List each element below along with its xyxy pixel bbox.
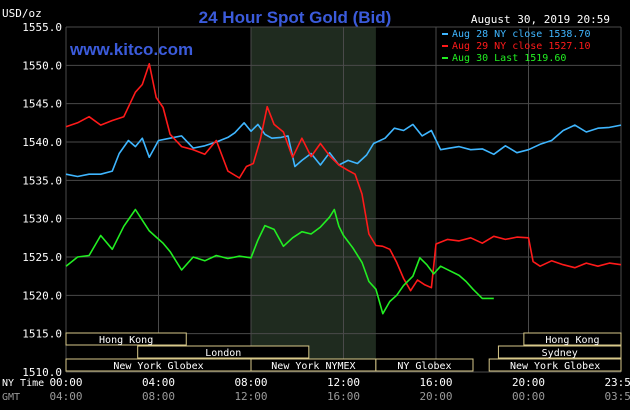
session-label: Hong Kong (545, 335, 599, 346)
x-tick-label-ny: 12:00 (327, 376, 360, 389)
unit-label: USD/oz (2, 7, 42, 20)
session-box (497, 345, 622, 359)
session-label: New York Globex (510, 361, 600, 372)
y-tick-label: 1510.0 (22, 366, 62, 379)
y-tick-label: 1545.0 (22, 98, 62, 111)
timestamp: August 30, 2019 20:59 (471, 13, 610, 26)
session-box (65, 332, 187, 346)
x-tick-label-ny: 23:59 (604, 376, 630, 389)
x-tick-label-gmt: 20:00 (419, 390, 452, 403)
y-tick-label: 1530.0 (22, 213, 62, 226)
series-line-aug29 (65, 62, 622, 292)
session-label: New York NYMEX (271, 361, 355, 372)
x-tick-label-gmt: 03:59 (604, 390, 630, 403)
ny-time-label: NY Time (2, 378, 44, 389)
x-tick-label-gmt: 16:00 (327, 390, 360, 403)
x-tick-label-ny: 08:00 (234, 376, 267, 389)
y-tick-label: 1535.0 (22, 174, 62, 187)
chart-title: 24 Hour Spot Gold (Bid) (199, 8, 392, 27)
legend-label-aug28: Aug 28 NY close 1538.70 (452, 29, 590, 40)
y-tick-label: 1520.0 (22, 289, 62, 302)
session-label: Sydney (542, 348, 578, 359)
session-label: New York Globex (113, 361, 203, 372)
session-box (488, 358, 622, 372)
session-box (137, 345, 310, 359)
x-tick-label-gmt: 00:00 (512, 390, 545, 403)
legend-swatch-aug29 (442, 45, 448, 47)
session-box (523, 332, 622, 346)
x-tick-label-ny: 16:00 (419, 376, 452, 389)
series-line-aug30 (65, 208, 494, 315)
session-box (375, 358, 474, 372)
series-line-aug28 (65, 122, 622, 178)
x-tick-label-ny: 04:00 (142, 376, 175, 389)
x-tick-label-ny: 00:00 (49, 376, 82, 389)
y-tick-label: 1525.0 (22, 251, 62, 264)
gmt-label: GMT (2, 392, 20, 403)
x-tick-label-ny: 20:00 (512, 376, 545, 389)
y-tick-label: 1550.0 (22, 59, 62, 72)
legend-label-aug30: Aug 30 Last 1519.60 (452, 53, 566, 64)
session-label: NY Globex (397, 361, 451, 372)
legend-swatch-aug28 (442, 33, 448, 35)
x-tick-label-gmt: 08:00 (142, 390, 175, 403)
y-tick-label: 1540.0 (22, 136, 62, 149)
legend-label-aug29: Aug 29 NY close 1527.10 (452, 41, 590, 52)
session-label: London (205, 348, 241, 359)
y-tick-label: 1555.0 (22, 21, 62, 34)
trading-session-shade (251, 27, 376, 372)
x-tick-label-gmt: 12:00 (234, 390, 267, 403)
x-tick-label-gmt: 04:00 (49, 390, 82, 403)
y-tick-label: 1515.0 (22, 328, 62, 341)
watermark: www.kitco.com (69, 40, 193, 59)
session-label: Hong Kong (99, 335, 153, 346)
legend-swatch-aug30 (442, 57, 448, 59)
